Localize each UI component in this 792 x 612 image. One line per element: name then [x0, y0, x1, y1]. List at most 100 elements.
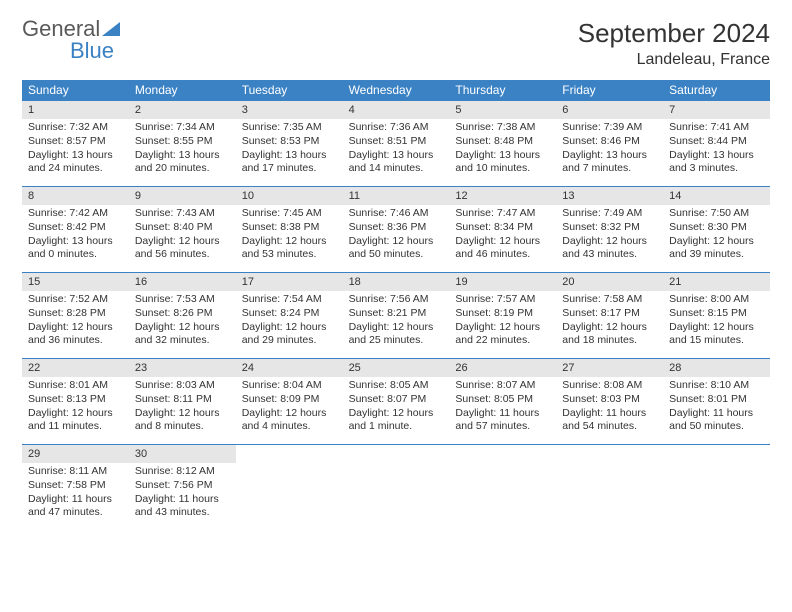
day-cell: 29Sunrise: 8:11 AMSunset: 7:58 PMDayligh…	[22, 444, 129, 530]
daylight-line: Daylight: 13 hours and 3 minutes.	[663, 149, 770, 176]
day-number: 6	[556, 101, 663, 119]
sunset-line: Sunset: 8:48 PM	[449, 135, 556, 149]
daylight-line: Daylight: 12 hours and 36 minutes.	[22, 321, 129, 348]
day-number: 30	[129, 445, 236, 463]
day-cell: 26Sunrise: 8:07 AMSunset: 8:05 PMDayligh…	[449, 358, 556, 444]
day-number: 5	[449, 101, 556, 119]
daylight-line: Daylight: 12 hours and 11 minutes.	[22, 407, 129, 434]
day-number: 22	[22, 359, 129, 377]
weekday-header: Wednesday	[343, 80, 450, 100]
sunrise-line: Sunrise: 8:12 AM	[129, 465, 236, 479]
day-number: 15	[22, 273, 129, 291]
day-cell: 7 Sunrise: 7:41 AMSunset: 8:44 PMDaylight…	[663, 100, 770, 186]
day-cell: 13Sunrise: 7:49 AMSunset: 8:32 PMDayligh…	[556, 186, 663, 272]
sunset-line: Sunset: 8:13 PM	[22, 393, 129, 407]
day-number: 17	[236, 273, 343, 291]
day-number: 28	[663, 359, 770, 377]
logo: General Blue	[22, 18, 120, 62]
daylight-line: Daylight: 12 hours and 43 minutes.	[556, 235, 663, 262]
day-number: 11	[343, 187, 450, 205]
daylight-line: Daylight: 13 hours and 24 minutes.	[22, 149, 129, 176]
day-number: 12	[449, 187, 556, 205]
sunset-line: Sunset: 8:17 PM	[556, 307, 663, 321]
sunrise-line: Sunrise: 7:45 AM	[236, 207, 343, 221]
daylight-line: Daylight: 12 hours and 29 minutes.	[236, 321, 343, 348]
daylight-line: Daylight: 13 hours and 10 minutes.	[449, 149, 556, 176]
daylight-line: Daylight: 12 hours and 46 minutes.	[449, 235, 556, 262]
sunset-line: Sunset: 8:44 PM	[663, 135, 770, 149]
sunrise-line: Sunrise: 7:43 AM	[129, 207, 236, 221]
day-number: 27	[556, 359, 663, 377]
daylight-line: Daylight: 12 hours and 4 minutes.	[236, 407, 343, 434]
day-number: 18	[343, 273, 450, 291]
sunrise-line: Sunrise: 7:42 AM	[22, 207, 129, 221]
sunrise-line: Sunrise: 8:01 AM	[22, 379, 129, 393]
sunrise-line: Sunrise: 8:08 AM	[556, 379, 663, 393]
day-cell: 27Sunrise: 8:08 AMSunset: 8:03 PMDayligh…	[556, 358, 663, 444]
day-cell: 18Sunrise: 7:56 AMSunset: 8:21 PMDayligh…	[343, 272, 450, 358]
daylight-line: Daylight: 11 hours and 43 minutes.	[129, 493, 236, 520]
location: Landeleau, France	[578, 51, 770, 69]
daylight-line: Daylight: 12 hours and 15 minutes.	[663, 321, 770, 348]
daylight-line: Daylight: 13 hours and 0 minutes.	[22, 235, 129, 262]
daylight-line: Daylight: 12 hours and 1 minute.	[343, 407, 450, 434]
day-cell: 16Sunrise: 7:53 AMSunset: 8:26 PMDayligh…	[129, 272, 236, 358]
sunset-line: Sunset: 8:34 PM	[449, 221, 556, 235]
weekday-header: Tuesday	[236, 80, 343, 100]
day-number: 29	[22, 445, 129, 463]
sunrise-line: Sunrise: 7:53 AM	[129, 293, 236, 307]
day-cell: 11Sunrise: 7:46 AMSunset: 8:36 PMDayligh…	[343, 186, 450, 272]
day-cell: 25 Sunrise: 8:05 AMSunset: 8:07 PMDayligh…	[343, 358, 450, 444]
sunset-line: Sunset: 7:56 PM	[129, 479, 236, 493]
day-number: 25	[343, 359, 450, 377]
day-cell: 5Sunrise: 7:38 AMSunset: 8:48 PMDaylight…	[449, 100, 556, 186]
sunrise-line: Sunrise: 7:32 AM	[22, 121, 129, 135]
sunset-line: Sunset: 8:11 PM	[129, 393, 236, 407]
day-cell: 17Sunrise: 7:54 AMSunset: 8:24 PMDayligh…	[236, 272, 343, 358]
day-cell: 14Sunrise: 7:50 AMSunset: 8:30 PMDayligh…	[663, 186, 770, 272]
daylight-line: Daylight: 12 hours and 8 minutes.	[129, 407, 236, 434]
day-cell: 19Sunrise: 7:57 AMSunset: 8:19 PMDayligh…	[449, 272, 556, 358]
day-number: 10	[236, 187, 343, 205]
sunrise-line: Sunrise: 7:56 AM	[343, 293, 450, 307]
daylight-line: Daylight: 13 hours and 20 minutes.	[129, 149, 236, 176]
sunset-line: Sunset: 8:57 PM	[22, 135, 129, 149]
sunrise-line: Sunrise: 7:58 AM	[556, 293, 663, 307]
day-number: 23	[129, 359, 236, 377]
empty-cell	[449, 444, 556, 530]
day-number: 21	[663, 273, 770, 291]
empty-cell	[343, 444, 450, 530]
day-cell: 23Sunrise: 8:03 AMSunset: 8:11 PMDayligh…	[129, 358, 236, 444]
daylight-line: Daylight: 13 hours and 7 minutes.	[556, 149, 663, 176]
daylight-line: Daylight: 12 hours and 22 minutes.	[449, 321, 556, 348]
sunrise-line: Sunrise: 7:36 AM	[343, 121, 450, 135]
weekday-header: Sunday	[22, 80, 129, 100]
month-title: September 2024	[578, 18, 770, 49]
day-cell: 30 Sunrise: 8:12 AMSunset: 7:56 PMDayligh…	[129, 444, 236, 530]
sunset-line: Sunset: 8:53 PM	[236, 135, 343, 149]
day-cell: 8Sunrise: 7:42 AMSunset: 8:42 PMDaylight…	[22, 186, 129, 272]
sunset-line: Sunset: 8:32 PM	[556, 221, 663, 235]
day-number: 7	[663, 101, 770, 119]
sunset-line: Sunset: 8:42 PM	[22, 221, 129, 235]
daylight-line: Daylight: 12 hours and 50 minutes.	[343, 235, 450, 262]
sunrise-line: Sunrise: 8:11 AM	[22, 465, 129, 479]
weekday-header: Friday	[556, 80, 663, 100]
day-cell: 3Sunrise: 7:35 AMSunset: 8:53 PMDaylight…	[236, 100, 343, 186]
daylight-line: Daylight: 12 hours and 53 minutes.	[236, 235, 343, 262]
day-number: 20	[556, 273, 663, 291]
sunrise-line: Sunrise: 7:54 AM	[236, 293, 343, 307]
sunrise-line: Sunrise: 8:07 AM	[449, 379, 556, 393]
sunrise-line: Sunrise: 7:41 AM	[663, 121, 770, 135]
sunset-line: Sunset: 8:55 PM	[129, 135, 236, 149]
daylight-line: Daylight: 12 hours and 56 minutes.	[129, 235, 236, 262]
sunset-line: Sunset: 8:28 PM	[22, 307, 129, 321]
sunset-line: Sunset: 8:07 PM	[343, 393, 450, 407]
sunrise-line: Sunrise: 8:00 AM	[663, 293, 770, 307]
daylight-line: Daylight: 11 hours and 47 minutes.	[22, 493, 129, 520]
sunset-line: Sunset: 8:05 PM	[449, 393, 556, 407]
daylight-line: Daylight: 11 hours and 50 minutes.	[663, 407, 770, 434]
sunset-line: Sunset: 8:01 PM	[663, 393, 770, 407]
daylight-line: Daylight: 12 hours and 25 minutes.	[343, 321, 450, 348]
sunrise-line: Sunrise: 8:05 AM	[343, 379, 450, 393]
